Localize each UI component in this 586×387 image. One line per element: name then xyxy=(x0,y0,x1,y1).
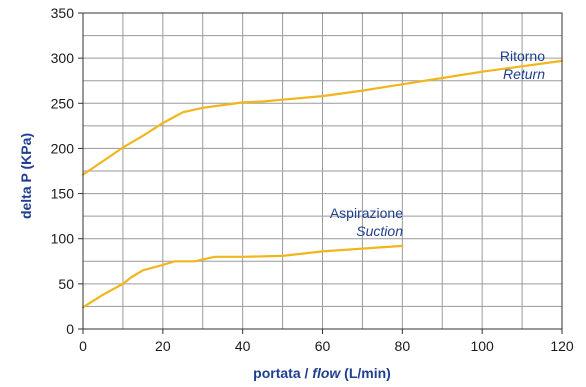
x-axis-title-unit: (L/min) xyxy=(340,365,391,381)
series-lines xyxy=(81,59,564,309)
x-tick-label: 0 xyxy=(79,338,87,354)
y-tick-label: 50 xyxy=(58,276,74,292)
x-axis-title-part1: portata / xyxy=(253,365,312,381)
x-tick-label: 100 xyxy=(470,338,494,354)
x-tick-label: 40 xyxy=(235,338,251,354)
y-tick-label: 350 xyxy=(51,5,75,21)
x-tick-label: 80 xyxy=(395,338,411,354)
x-tick-label: 120 xyxy=(550,338,574,354)
x-axis-title: portata / flow (L/min) xyxy=(253,365,391,381)
series-line-return xyxy=(81,59,564,176)
grid xyxy=(83,13,562,329)
tick-labels: 0 20 40 60 80 100 120 0 50 100 150 200 250 300 350 xyxy=(51,5,574,354)
series-label-suction-en: Suction xyxy=(356,223,403,239)
x-tick-label: 20 xyxy=(155,338,171,354)
y-tick-label: 150 xyxy=(51,186,75,202)
series-label-suction-it: Aspirazione xyxy=(330,205,403,221)
y-tick-label: 100 xyxy=(51,231,75,247)
y-tick-label: 200 xyxy=(51,140,75,156)
series-line-suction xyxy=(81,244,404,309)
x-axis-title-flow: flow xyxy=(312,365,341,381)
y-tick-label: 300 xyxy=(51,50,75,66)
y-tick-label: 250 xyxy=(51,95,75,111)
series-label-return-en: Return xyxy=(503,66,545,82)
y-tick-label: 0 xyxy=(66,321,74,337)
x-tick-label: 60 xyxy=(315,338,331,354)
y-axis-title: delta P (KPa) xyxy=(18,133,34,219)
series-label-return-it: Ritorno xyxy=(500,48,545,64)
